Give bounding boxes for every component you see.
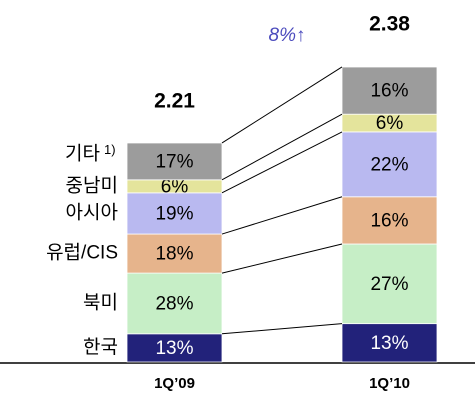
value-label: 27% [370, 274, 408, 295]
series-label: 아시아 [66, 201, 118, 223]
bar-segment [126, 272, 223, 335]
series-label: 유럽/CIS [46, 242, 118, 264]
x-tick-label: 1Q’10 [369, 375, 410, 392]
series-label: 기타 [65, 142, 100, 164]
connector [221, 66, 343, 144]
connector [221, 323, 343, 335]
value-label: 28% [155, 293, 193, 314]
value-label: 6% [161, 176, 189, 197]
bar-segment [341, 323, 438, 363]
bar-segment [126, 142, 223, 181]
value-label: 22% [370, 154, 408, 175]
bar-segment [341, 66, 438, 115]
value-label: 16% [370, 210, 408, 231]
connector [221, 196, 343, 235]
bar-segment [126, 192, 223, 235]
connector [221, 131, 343, 194]
series-label: 한국 [83, 336, 118, 358]
growth-annotation: 8%↑ [269, 25, 306, 46]
series-label: 중남미 [66, 174, 118, 196]
series-label: 북미 [83, 291, 118, 313]
value-label: 13% [370, 333, 408, 354]
value-label: 19% [155, 203, 193, 224]
value-label: 16% [370, 81, 408, 102]
value-label: 18% [155, 244, 193, 265]
total-label: 2.38 [369, 13, 410, 36]
footnote-marker: 1) [104, 142, 116, 157]
value-label: 13% [155, 338, 193, 359]
connector [221, 243, 343, 274]
value-label: 6% [376, 113, 404, 134]
bar-segment [341, 243, 438, 325]
bar-segment [341, 131, 438, 198]
bar-segment [126, 333, 223, 363]
value-label: 17% [155, 151, 193, 172]
bar-segment [341, 196, 438, 245]
connector [221, 113, 343, 181]
total-label: 2.21 [154, 90, 195, 113]
x-tick-label: 1Q’09 [154, 375, 195, 392]
